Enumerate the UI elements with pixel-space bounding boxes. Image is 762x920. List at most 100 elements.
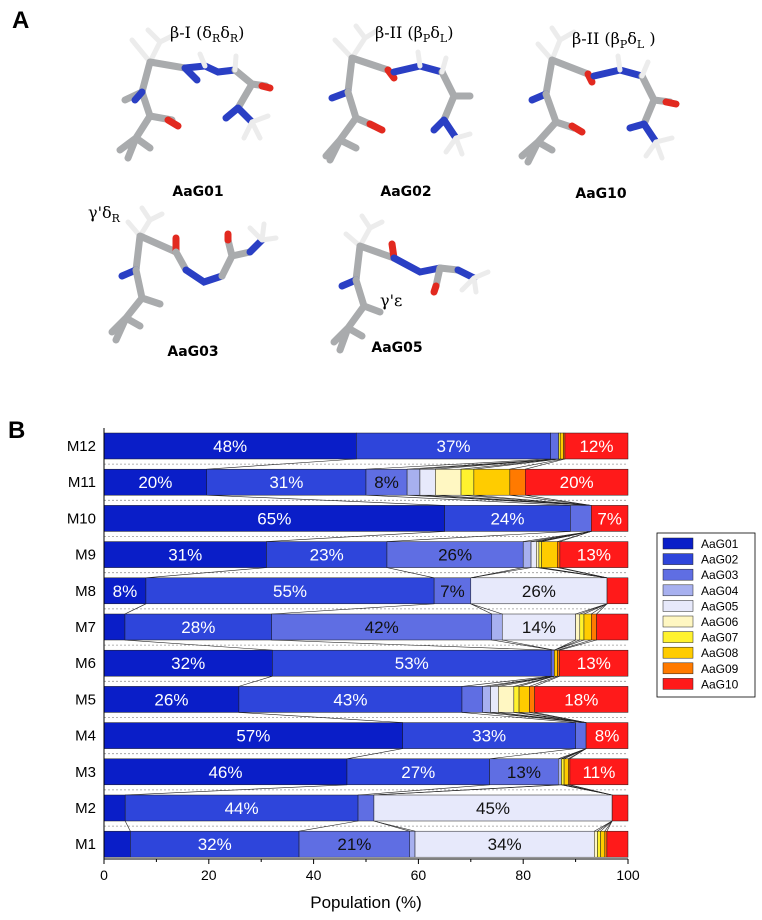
connector-line	[519, 712, 587, 723]
connector-line	[238, 712, 403, 723]
bar-m5-aag06	[498, 686, 515, 713]
connector-line	[470, 567, 532, 579]
bar-m8-aag10	[606, 577, 629, 605]
connector-line	[470, 603, 492, 615]
connector-line	[489, 748, 576, 760]
data-label-m11-aag10: 20%	[560, 473, 594, 492]
bar-m9-aag06	[536, 541, 540, 568]
bar-m3-aag07	[561, 758, 565, 786]
connector-line	[596, 603, 608, 615]
connector-line	[435, 458, 559, 470]
category-label-m1: M1	[75, 836, 96, 853]
connector-line	[529, 675, 558, 687]
connector-line	[473, 494, 592, 506]
bar-m9-aag07	[538, 541, 542, 568]
bar-m9-aag10	[559, 541, 629, 568]
molecule-aag10-structure: β-II (βPδL ) AaG10	[518, 25, 680, 202]
connector-line	[509, 494, 592, 506]
data-label-m5-aag01: 26%	[154, 690, 188, 709]
bar-m5-aag04	[482, 686, 491, 713]
panel-a-letter: A	[12, 7, 29, 34]
data-label-m3-aag10: 11%	[583, 763, 616, 782]
connector-line	[559, 567, 608, 579]
bar-m6-aag02	[272, 649, 552, 677]
bar-m1-aag03	[298, 830, 411, 858]
connector-line	[541, 531, 592, 542]
data-label-m12-aag10: 12%	[579, 437, 613, 456]
category-label-m2: M2	[75, 800, 96, 817]
bar-m5-aag08	[518, 686, 530, 713]
connector-line	[386, 567, 435, 579]
bar-m11-aag10	[525, 468, 629, 496]
x-tick-label: 0	[100, 867, 108, 883]
connector-line	[600, 820, 613, 832]
category-label-m8: M8	[75, 583, 96, 600]
connector-line	[365, 458, 551, 470]
connector-line	[125, 784, 347, 796]
molecule-aag01-structure: β-I (δRδR) AaG01	[116, 23, 274, 200]
bar-m5-aag02	[238, 686, 463, 713]
bar-m2-aag05	[373, 794, 613, 822]
connector-line	[557, 639, 592, 651]
bar-m9-aag03	[386, 541, 524, 568]
bar-m3-aag10	[569, 758, 629, 786]
connector-line	[238, 675, 273, 687]
molecule-aag02-structure: β-II (βPδL) AaG02	[322, 23, 474, 200]
connector-line	[569, 748, 587, 760]
bar-m5-aag01	[103, 686, 240, 713]
legend-label-aag07: AaG07	[701, 631, 739, 645]
bar-m1-aag05	[414, 830, 595, 858]
category-label-m12: M12	[67, 438, 96, 455]
connector-line	[498, 675, 555, 687]
connector-line	[271, 603, 435, 615]
bar-m5-aag03	[461, 686, 483, 713]
legend-label-aag09: AaG09	[701, 662, 739, 676]
data-label-m4-aag10: 8%	[595, 727, 620, 746]
data-label-m7-aag05: 14%	[522, 618, 556, 637]
data-label-m10-aag01: 65%	[257, 509, 291, 528]
connector-line	[559, 639, 597, 651]
molecule-aag03-structure: γ'δR AaG03	[88, 203, 279, 360]
data-label-m11-aag01: 20%	[138, 473, 172, 492]
legend-swatch-aag05	[662, 600, 694, 612]
x-axis-title: Population (%)	[310, 893, 422, 912]
connector-line	[569, 784, 613, 796]
category-label-m5: M5	[75, 691, 96, 708]
connector-line	[518, 675, 555, 687]
legend-swatch-aag02	[662, 553, 694, 565]
data-label-m9-aag03: 26%	[438, 546, 472, 565]
bar-m12-aag08	[559, 432, 564, 460]
connector-line	[554, 639, 585, 651]
bar-m4-aag03	[575, 722, 587, 749]
legend-swatch-aag09	[662, 662, 694, 675]
connector-line	[145, 567, 267, 579]
molecule-name-aag01: AaG01	[172, 184, 223, 200]
connector-line	[491, 639, 555, 651]
connector-line	[271, 639, 552, 651]
legend-swatch-aag06	[662, 615, 694, 628]
bar-m5-aag09	[529, 686, 535, 713]
category-label-m9: M9	[75, 547, 96, 564]
data-label-m9-aag02: 23%	[310, 546, 344, 565]
connector-line	[534, 712, 587, 723]
category-label-m11: M11	[68, 474, 96, 491]
bar-m1-aag01	[103, 830, 131, 858]
data-label-m6-aag01: 32%	[171, 654, 205, 673]
data-label-m2-aag05: 45%	[476, 799, 510, 818]
bar-m4-aag02	[402, 722, 576, 749]
data-label-m11-aag03: 8%	[374, 473, 399, 492]
bar-m9-aag08	[541, 541, 558, 568]
molecule-aag05-structure: γ'ε AaG05	[330, 213, 491, 356]
connector-line	[461, 712, 576, 723]
data-label-m4-aag02: 33%	[472, 727, 506, 746]
bar-m9-aag01	[103, 541, 267, 568]
molecule-panel: β-I (δRδR) AaG01 β-II (βPδL) AaG02	[88, 23, 680, 360]
legend-label-aag02: AaG02	[701, 553, 739, 567]
bar-m6-aag08	[554, 649, 558, 677]
x-tick-label: 80	[515, 867, 531, 883]
data-label-m9-aag01: 31%	[168, 546, 202, 565]
bar-m11-aag03	[365, 468, 408, 496]
legend-swatch-aag04	[662, 584, 694, 597]
